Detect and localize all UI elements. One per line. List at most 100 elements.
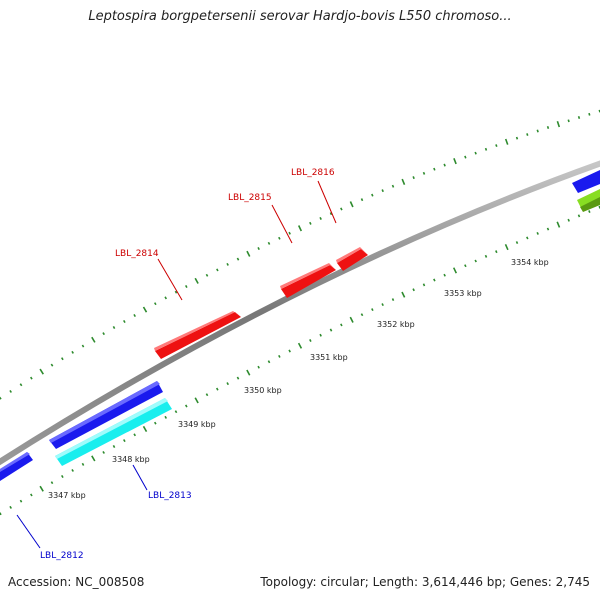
tick-mark [194,397,199,404]
tick-mark [556,221,561,228]
tick-mark [536,129,539,133]
scale-label: 3347 kbp [48,491,86,500]
tick-mark [474,259,477,263]
tick-mark [319,216,322,220]
tick-mark [443,163,446,167]
tick-mark [391,184,395,188]
tick-mark [495,250,498,254]
scale-label: 3353 kbp [444,289,482,298]
tick-mark [340,323,343,327]
tick-mark [205,393,209,397]
tick-mark [19,499,23,503]
tick-mark [102,450,105,454]
tick-mark [112,445,116,448]
tick-mark [71,468,74,472]
gene-lbl-2815[interactable] [280,263,336,298]
leader-lbl-2814 [157,258,183,301]
leader-lbl-2815 [271,204,293,244]
tick-mark [422,171,426,175]
tick-mark [257,247,260,251]
tick-mark [588,210,591,213]
tick-mark [39,485,44,492]
tick-mark [71,350,74,354]
tick-mark [215,387,219,391]
tick-mark [164,296,168,300]
tick-mark [371,308,374,312]
gene-blue-left-edge[interactable] [0,452,33,481]
tick-mark [504,138,509,145]
tick-mark [360,198,364,202]
tick-mark [61,357,64,361]
scale-label: 3349 kbp [178,420,216,429]
tick-mark [360,313,364,317]
tick-mark [443,273,446,277]
tick-mark [205,273,209,277]
tick-mark [112,326,116,329]
gene-lbl-2816[interactable] [336,247,368,271]
gene-lbl-2813[interactable] [55,398,172,466]
tick-mark [484,254,488,258]
tick-mark [61,474,64,479]
tick-mark [133,433,137,437]
tick-mark [577,116,581,119]
inner-tick-ring [0,205,600,516]
tick-mark [349,201,354,208]
tick-mark [123,319,126,324]
tick-mark [567,218,570,222]
tick-mark [381,189,384,193]
tick-mark [81,344,85,348]
tick-mark [194,277,199,284]
map-title: Leptospira borgpetersenii serovar Hardjo… [88,9,512,24]
tick-mark [577,214,581,218]
tick-mark [526,236,529,240]
tick-mark [474,151,477,155]
tick-mark [81,462,85,466]
tick-mark [288,231,291,235]
tick-mark [452,267,458,274]
scale-label: 3348 kbp [112,455,150,464]
scale-label: 3351 kbp [310,353,348,362]
tick-mark [164,415,168,419]
chromosome-backbone [0,160,600,466]
tick-mark [123,439,126,443]
tick-mark [154,421,157,425]
gene-lbl-2813-blue[interactable] [49,381,163,449]
tick-mark [349,316,354,323]
tick-mark [184,285,188,288]
gene-green-right-edge[interactable] [577,189,600,212]
tick-mark [246,369,251,376]
outer-tick-ring [0,109,600,400]
tick-mark [216,268,219,272]
tick-mark [309,339,312,342]
scale-label: 3350 kbp [244,386,282,395]
tick-mark [142,425,148,432]
tick-mark [142,306,148,313]
tick-mark [391,298,395,302]
tick-mark [9,505,12,509]
gene-blue-right-edge[interactable] [572,170,600,193]
gene-label-lbl-2813: LBL_2813 [148,491,192,501]
tick-mark [567,119,570,123]
tick-mark [588,112,591,116]
gene-lbl-2814[interactable] [154,311,241,359]
tick-mark [257,365,260,369]
tick-mark [50,481,54,485]
tick-mark [453,158,457,165]
tick-mark [371,193,374,197]
tick-mark [102,332,105,336]
leader-lbl-2812 [16,514,41,549]
topology-text: Topology: circular; Length: 3,614,446 bp… [260,575,590,589]
tick-mark [401,178,406,186]
tick-mark [546,126,550,129]
tick-mark [515,136,519,140]
gene-label-lbl-2812: LBL_2812 [40,551,84,561]
tick-mark [309,221,312,225]
tick-mark [246,250,251,257]
tick-mark [526,133,529,136]
tick-mark [515,241,519,245]
tick-mark [39,368,44,375]
tick-mark [91,455,96,462]
tick-mark [464,155,467,159]
tick-mark [329,212,333,216]
